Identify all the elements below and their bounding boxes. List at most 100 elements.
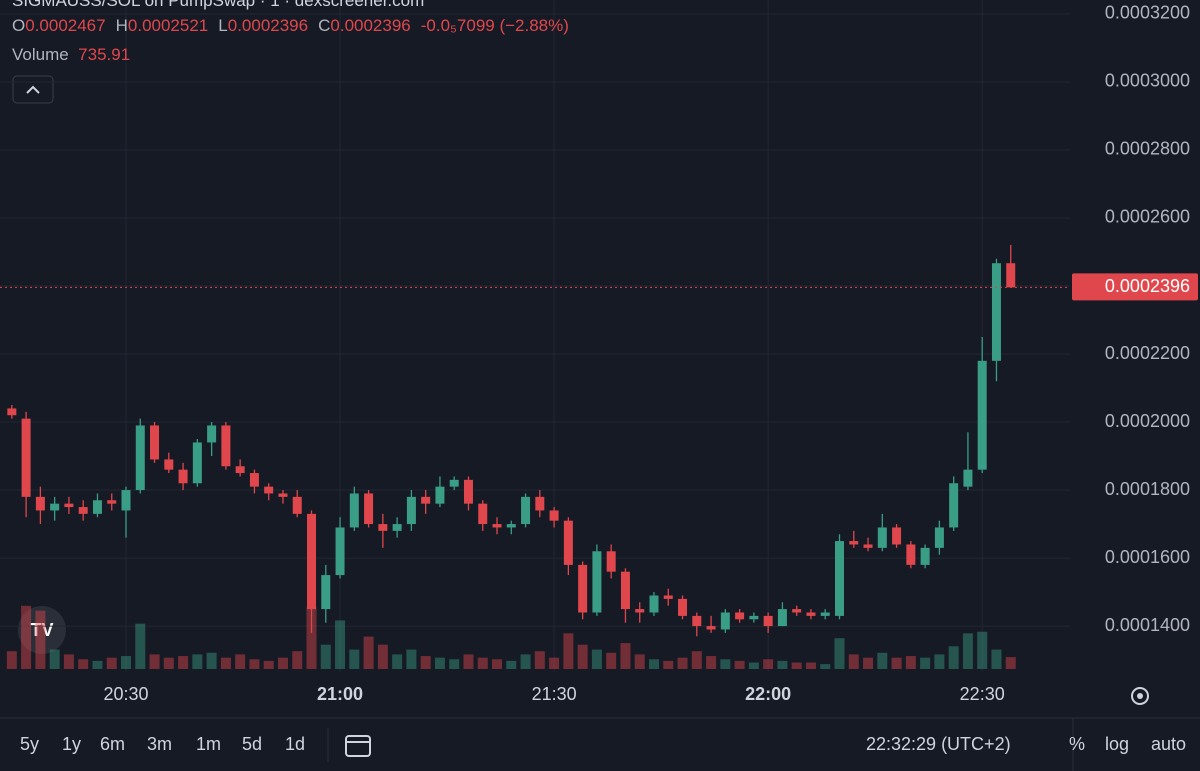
candle-body	[207, 425, 217, 443]
candle-body	[64, 503, 74, 508]
candle-body	[335, 527, 345, 576]
y-tick-label: 0.0001600	[1105, 547, 1190, 567]
y-tick-label: 0.0002200	[1105, 343, 1190, 363]
period-button[interactable]: 5y	[20, 734, 40, 754]
candle-body	[663, 595, 673, 599]
volume-bar	[135, 623, 146, 669]
candle-body	[492, 524, 502, 528]
y-tick-label: 0.0003200	[1105, 3, 1190, 23]
volume-bar	[805, 662, 816, 669]
volume-bar	[591, 649, 602, 669]
candle-body	[21, 418, 31, 497]
volume-bar	[520, 654, 531, 669]
scale-option[interactable]: %	[1069, 734, 1086, 754]
candle-body	[50, 503, 60, 511]
candle-body	[792, 609, 802, 613]
candle-body	[235, 466, 245, 474]
volume-bar	[834, 638, 845, 669]
volume-bar	[35, 610, 46, 669]
ohlc-value: 0.0002396	[330, 16, 411, 35]
settings-icon[interactable]	[1131, 687, 1149, 705]
volume-bar	[106, 657, 117, 669]
period-button[interactable]: 1y	[62, 734, 82, 754]
volume-bar	[392, 654, 403, 669]
candle-body	[949, 483, 959, 528]
candle-body	[364, 493, 374, 525]
candle-body	[249, 473, 259, 487]
ohlc-key: O	[12, 16, 26, 35]
candle-body	[606, 551, 616, 572]
volume-bar	[363, 636, 374, 669]
candle-body	[35, 496, 45, 511]
ohlc-legend: O0.0002467 H0.0002521 L0.0002396 C0.0002396…	[12, 16, 569, 36]
candle-body	[178, 469, 188, 484]
scale-option[interactable]: auto	[1151, 734, 1187, 754]
candle-body	[549, 510, 559, 521]
volume-bar	[434, 657, 445, 669]
x-tick-label: 22:30	[960, 684, 1005, 704]
volume-bar	[235, 654, 246, 669]
volume-bar	[863, 657, 874, 669]
candle-body	[877, 527, 887, 548]
candle-body	[963, 469, 973, 487]
candles	[6, 244, 1016, 669]
candle-body	[892, 527, 902, 545]
volume-bar	[748, 662, 759, 669]
candle-body	[521, 496, 531, 525]
volume-bar	[449, 659, 460, 669]
volume-bar	[934, 654, 945, 669]
candle-body	[278, 493, 288, 497]
tradingview-logo[interactable]: TV	[18, 606, 66, 654]
candle-body	[578, 564, 588, 613]
calendar-icon[interactable]	[345, 735, 371, 757]
candle-body	[135, 425, 145, 491]
candle-body	[906, 544, 916, 565]
volume-bar	[734, 660, 745, 669]
volume-bar	[620, 643, 631, 669]
volume-bar	[349, 649, 360, 669]
volume-bar	[21, 605, 32, 669]
volume-bar	[977, 631, 988, 669]
last-price-label: 0.0002396	[1105, 276, 1190, 296]
candle-body	[678, 598, 688, 616]
period-button[interactable]: 3m	[147, 734, 173, 754]
volume-bar	[49, 649, 60, 669]
candle-body	[221, 425, 231, 467]
volume-bar	[777, 660, 788, 669]
ohlc-key: H	[115, 16, 128, 35]
candle-body	[264, 486, 274, 494]
candle-body	[535, 496, 545, 511]
volume-bar	[92, 660, 103, 669]
period-button[interactable]: 5d	[242, 734, 263, 754]
ohlc-value: 0.0002521	[127, 16, 209, 35]
candle-body	[835, 541, 844, 616]
candle-body	[763, 615, 773, 627]
period-button[interactable]: 6m	[100, 734, 126, 754]
candle-body	[292, 496, 302, 514]
candle-body	[692, 615, 702, 627]
volume-bar	[549, 657, 560, 669]
candle-body	[406, 496, 416, 525]
volume-bar	[706, 656, 717, 669]
volume-bar	[249, 659, 260, 669]
candle-body	[78, 507, 88, 514]
candle-body	[863, 544, 873, 548]
volume-bar	[463, 654, 474, 669]
period-button[interactable]: 1m	[196, 734, 222, 754]
volume-bar	[206, 652, 217, 669]
candle-body	[164, 459, 174, 470]
scale-option[interactable]: log	[1105, 734, 1130, 754]
volume-bar	[534, 651, 545, 669]
volume-bar	[320, 644, 331, 669]
pair-title: SIGMAUSS/SOL on PumpSwap · 1 · dexscreen…	[12, 0, 425, 10]
period-button[interactable]: 1d	[285, 734, 306, 754]
volume-bar	[791, 662, 802, 669]
collapse-button[interactable]	[12, 75, 54, 104]
y-tick-label: 0.0002800	[1105, 139, 1190, 159]
volume-bar	[335, 620, 346, 669]
candle-body	[991, 263, 1001, 361]
ohlc-value: 0.0002467	[25, 16, 106, 35]
candle-body	[735, 612, 745, 620]
volume-bar	[991, 649, 1002, 669]
